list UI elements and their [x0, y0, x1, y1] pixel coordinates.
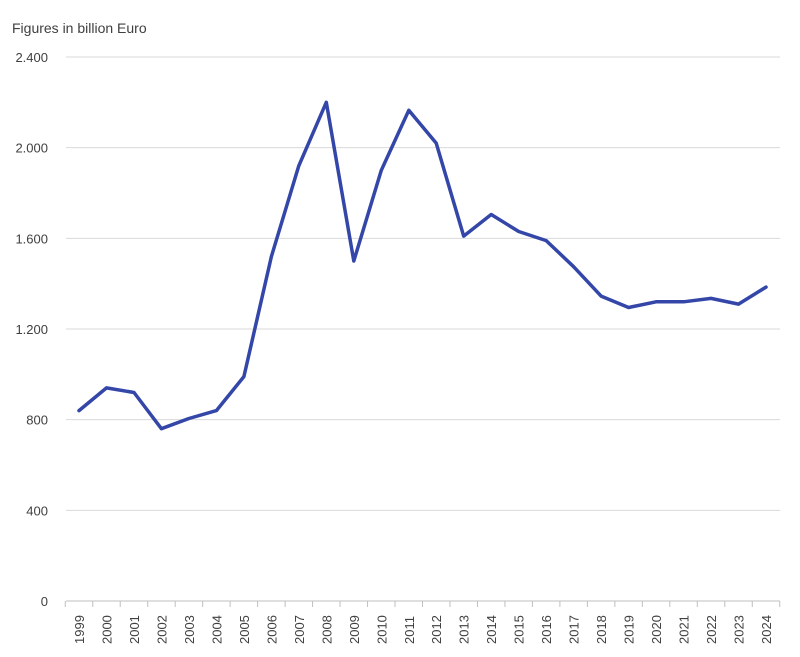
x-tick-label: 2024: [759, 615, 774, 644]
x-tick-label: 2011: [402, 616, 417, 644]
data-point: [324, 100, 328, 104]
data-point: [407, 108, 411, 112]
x-tick-label: 2013: [457, 615, 472, 644]
y-tick-label: 1.200: [15, 322, 48, 337]
data-point: [132, 390, 136, 394]
data-point: [544, 239, 548, 243]
x-tick-label: 2003: [182, 615, 197, 644]
data-point: [297, 164, 301, 168]
x-tick-label: 2006: [264, 615, 279, 644]
data-point: [489, 213, 493, 217]
data-point: [269, 254, 273, 258]
data-point: [187, 417, 191, 421]
y-tick-label: 2.000: [15, 141, 48, 156]
x-tick-label: 2002: [154, 615, 169, 644]
data-point: [737, 302, 741, 306]
x-tick-label: 2015: [512, 615, 527, 644]
x-tick-label: 2020: [649, 615, 664, 644]
x-tick-label: 2004: [209, 615, 224, 644]
chart-title: Figures in billion Euro: [12, 20, 147, 36]
y-tick-label: 0: [41, 594, 48, 609]
x-tick-label: 2023: [732, 615, 747, 644]
x-axis: [64, 601, 781, 607]
y-axis-ticks: 0 400 800 1.200 1.600 2.000 2.400: [15, 50, 48, 609]
data-point: [517, 230, 521, 234]
x-tick-label: 2018: [594, 615, 609, 644]
data-point: [572, 265, 576, 269]
x-tick-label: 2005: [237, 615, 252, 644]
x-axis-ticks: 1999 2000 2001 2002 2003 2004 2005 2006 2007 2008…: [72, 615, 774, 644]
x-tick-label: 2021: [677, 615, 692, 644]
data-point: [654, 300, 658, 304]
x-tick-label: 2012: [429, 615, 444, 644]
x-tick-label: 2009: [347, 615, 362, 644]
x-tick-label: 2022: [704, 615, 719, 644]
data-point: [764, 285, 768, 289]
data-point: [159, 427, 163, 431]
x-tick-label: 2014: [484, 615, 499, 644]
x-tick-label: 2017: [567, 615, 582, 644]
series-line: [77, 100, 768, 431]
data-point: [709, 296, 713, 300]
y-tick-label: 400: [26, 503, 48, 518]
data-point: [462, 234, 466, 238]
data-point: [434, 141, 438, 145]
data-point: [599, 294, 603, 298]
data-point: [214, 409, 218, 413]
x-tick-label: 1999: [72, 615, 87, 644]
x-tick-label: 2019: [622, 615, 637, 644]
y-tick-label: 800: [26, 413, 48, 428]
x-tick-label: 2007: [292, 615, 307, 644]
data-point: [682, 300, 686, 304]
x-tick-label: 2001: [127, 615, 142, 644]
x-tick-label: 2016: [539, 615, 554, 644]
data-point: [104, 386, 108, 390]
data-point: [352, 259, 356, 263]
x-tick-label: 2008: [319, 615, 334, 644]
x-tick-label: 2010: [374, 615, 389, 644]
y-tick-label: 2.400: [15, 50, 48, 65]
data-point: [242, 375, 246, 379]
data-point: [77, 409, 81, 413]
y-tick-label: 1.600: [15, 231, 48, 246]
series-group: [77, 100, 768, 431]
x-tick-label: 2000: [99, 615, 114, 644]
data-point: [627, 305, 631, 309]
data-point: [379, 168, 383, 172]
gridlines: [66, 56, 780, 602]
